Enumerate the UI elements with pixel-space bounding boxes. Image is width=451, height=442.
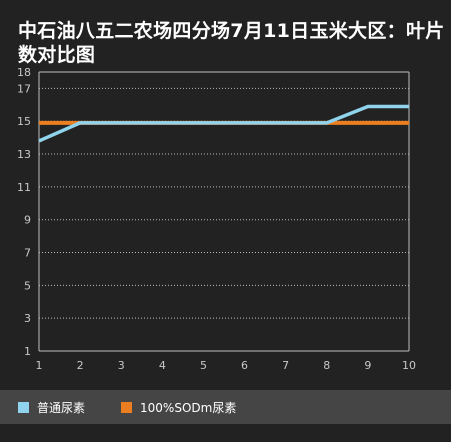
legend: 普通尿素 100%SODm尿素	[0, 390, 451, 424]
grid-lines	[39, 71, 409, 319]
y-tick-label: 1	[24, 345, 31, 358]
chart-title: 中石油八五二农场四分场7月11日玉米大区：叶片数对比图	[18, 20, 445, 66]
axes	[38, 71, 410, 352]
y-tick-label: 15	[17, 115, 31, 128]
y-tick-label: 11	[17, 181, 31, 194]
x-tick-label: 8	[323, 359, 330, 372]
x-tick-label: 4	[159, 359, 166, 372]
legend-label-series-0: 普通尿素	[37, 400, 86, 415]
series-lines	[38, 104, 409, 143]
legend-swatch-series-0	[18, 401, 29, 413]
legend-swatch-series-1	[121, 401, 133, 413]
y-tick-label: 13	[17, 148, 31, 161]
x-tick-label: 1	[36, 359, 43, 372]
legend-item-series-1: 100%SODm尿素	[121, 399, 236, 416]
x-tick-label: 9	[364, 359, 371, 372]
x-tick-label: 2	[77, 359, 84, 372]
legend-item-series-0: 普通尿素	[18, 399, 85, 416]
legend-label-series-1: 100%SODm尿素	[140, 400, 237, 415]
x-axis-tick-labels: 1 2 3 4 5 6 7 8 9 10	[36, 359, 417, 372]
x-tick-label: 6	[241, 359, 248, 372]
y-tick-label: 3	[24, 312, 31, 325]
series-line-0	[38, 104, 409, 143]
x-tick-label: 10	[402, 359, 416, 372]
y-tick-label: 17	[17, 82, 31, 95]
y-tick-label: 9	[24, 214, 31, 227]
x-tick-label: 5	[200, 359, 207, 372]
y-tick-label: 18	[17, 66, 31, 79]
y-tick-label: 5	[24, 279, 31, 292]
y-tick-label: 7	[24, 247, 31, 260]
x-tick-label: 3	[118, 359, 125, 372]
x-tick-label: 7	[282, 359, 289, 372]
